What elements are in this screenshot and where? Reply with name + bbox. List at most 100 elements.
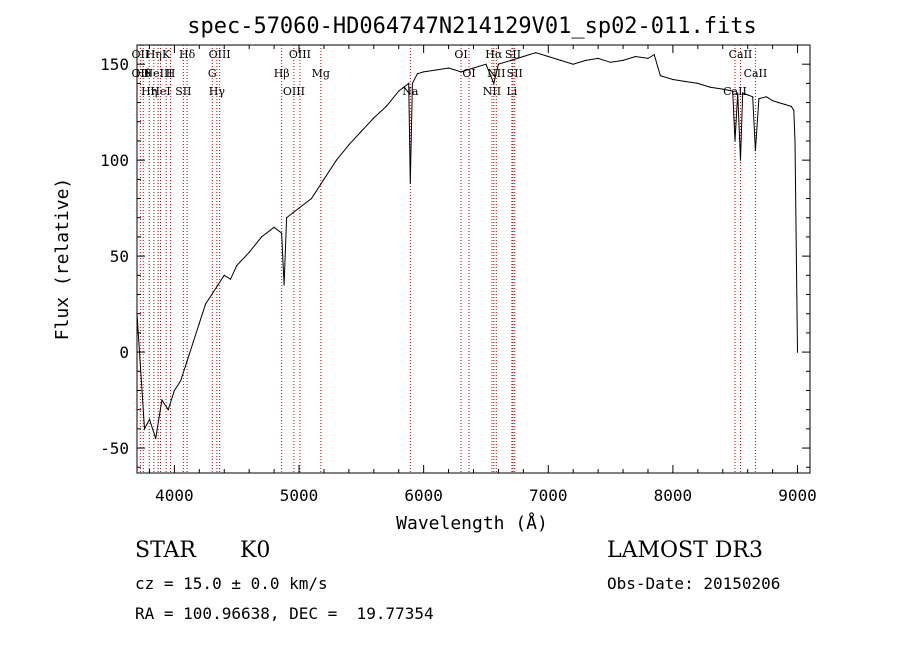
spectrum-point	[323, 178, 325, 180]
line-marker-label: Hθ	[135, 67, 152, 80]
line-marker-label: Na	[402, 85, 419, 98]
spectrum-point	[653, 54, 655, 56]
spectrum-point	[408, 82, 410, 84]
spectrum-point	[772, 100, 774, 102]
spectrum-point	[793, 109, 795, 111]
spectrum-point	[497, 63, 499, 65]
spectrum-point	[248, 251, 250, 253]
spectrum-point	[229, 278, 232, 280]
spectrum-point	[435, 69, 437, 71]
spectrum-point	[659, 75, 662, 77]
spectrum-point	[416, 73, 418, 75]
spectrum-point	[167, 409, 169, 411]
spectrum-point	[217, 284, 219, 286]
spectrum-point	[211, 293, 213, 296]
obs-date-label: Obs-Date: 20150206	[607, 574, 781, 593]
spectrum-point	[647, 57, 649, 60]
x-tick-label: 5000	[280, 486, 319, 505]
spectrum-point	[281, 232, 283, 234]
spectrum-point	[778, 102, 780, 104]
line-marker-label: OIII	[209, 48, 231, 61]
spectrum-point	[739, 159, 742, 161]
plot-frame	[136, 44, 811, 474]
spectrum-point	[684, 80, 687, 83]
spectrum-point	[310, 197, 313, 200]
spectrum-point	[192, 341, 194, 344]
line-marker-label: OI	[454, 48, 467, 61]
class-label: STAR	[135, 538, 196, 563]
spectrum-point	[186, 361, 188, 363]
spectrum-point	[672, 78, 674, 81]
spectrum-point	[180, 380, 182, 382]
line-marker-label: SII	[175, 85, 191, 98]
spectrum-point	[198, 322, 200, 324]
line-marker-label: NeIII	[143, 67, 172, 80]
spectrum-point	[796, 351, 799, 353]
spectrum-point	[493, 82, 495, 84]
line-marker-label: Hδ	[179, 48, 196, 61]
spectrum-series	[136, 52, 799, 440]
spectrum-point	[143, 428, 146, 430]
line-marker-label: NII	[483, 85, 501, 98]
x-tick-label: 4000	[155, 486, 194, 505]
spectrum-point	[597, 57, 599, 60]
line-marker-label: CaII	[729, 48, 753, 61]
line-marker-label: Li	[506, 85, 517, 98]
spectrum-point	[572, 63, 574, 65]
spectrum-point	[236, 265, 238, 267]
line-marker-label: HeI	[150, 85, 170, 98]
line-marker-label: H	[166, 67, 176, 80]
spectrum-point	[148, 418, 151, 420]
spectrum-point	[335, 159, 337, 161]
spectrum-point	[141, 389, 143, 392]
line-marker-label: G	[208, 67, 217, 80]
spectrum-point	[790, 105, 792, 107]
spectrum-point	[485, 63, 487, 65]
spectrum-point	[204, 303, 207, 305]
spectrum-point	[765, 96, 768, 98]
line-marker-label: OII	[132, 48, 150, 61]
line-marker-label: CaII	[744, 67, 768, 80]
spectrum-point	[409, 182, 411, 184]
spectrum-point	[585, 59, 587, 62]
spectrum-point	[286, 217, 288, 219]
spectrum-point	[697, 82, 699, 84]
spectrum-line	[136, 52, 798, 439]
spectrum-point	[223, 274, 225, 276]
line-marker-label: Hη	[146, 48, 162, 61]
line-marker-label: OIII	[289, 48, 311, 61]
line-marker-label: Hη	[141, 85, 157, 98]
spectrum-point	[360, 130, 362, 132]
survey-label: LAMOST DR3	[607, 538, 763, 563]
spectrum-point	[747, 94, 749, 96]
y-axis-label: Flux (relative)	[52, 178, 73, 341]
spectrum-point	[448, 67, 450, 69]
line-marker-label: OII	[132, 67, 150, 80]
spectrum-point	[398, 90, 400, 92]
spectrum-point	[634, 55, 637, 58]
spectrum-point	[752, 96, 754, 98]
spectrum-point	[298, 207, 300, 209]
spectrum-point	[622, 59, 624, 62]
spectrum-point	[754, 150, 757, 152]
axis-ticks: 4000 5000 6000 7000 8000 9000 -50 0 50 100 150	[100, 44, 817, 505]
spectrum-point	[273, 226, 275, 228]
spectrum-point	[758, 98, 760, 100]
spectrum-point	[411, 82, 413, 84]
y-tick-label: 100	[100, 151, 129, 170]
spectrum-point	[610, 61, 612, 63]
spectrum-point	[722, 88, 724, 90]
line-marker-label: OIII	[283, 85, 305, 98]
spectrum-point	[709, 86, 711, 88]
spectrum-point	[560, 59, 562, 62]
line-marker-label: Mg	[312, 67, 330, 80]
line-marker-labels: OIIOIIHθHηHηNeIIIHeIKHSIIHδGHγOIIIHβOIII…	[132, 48, 768, 98]
spectrum-point	[742, 92, 744, 94]
spectrum-point	[547, 55, 549, 58]
spectrum-point	[734, 140, 736, 142]
spectrum-point	[794, 140, 796, 142]
y-tick-label: -50	[100, 439, 129, 458]
y-tick-label: 50	[110, 247, 129, 266]
x-tick-label: 9000	[778, 486, 817, 505]
